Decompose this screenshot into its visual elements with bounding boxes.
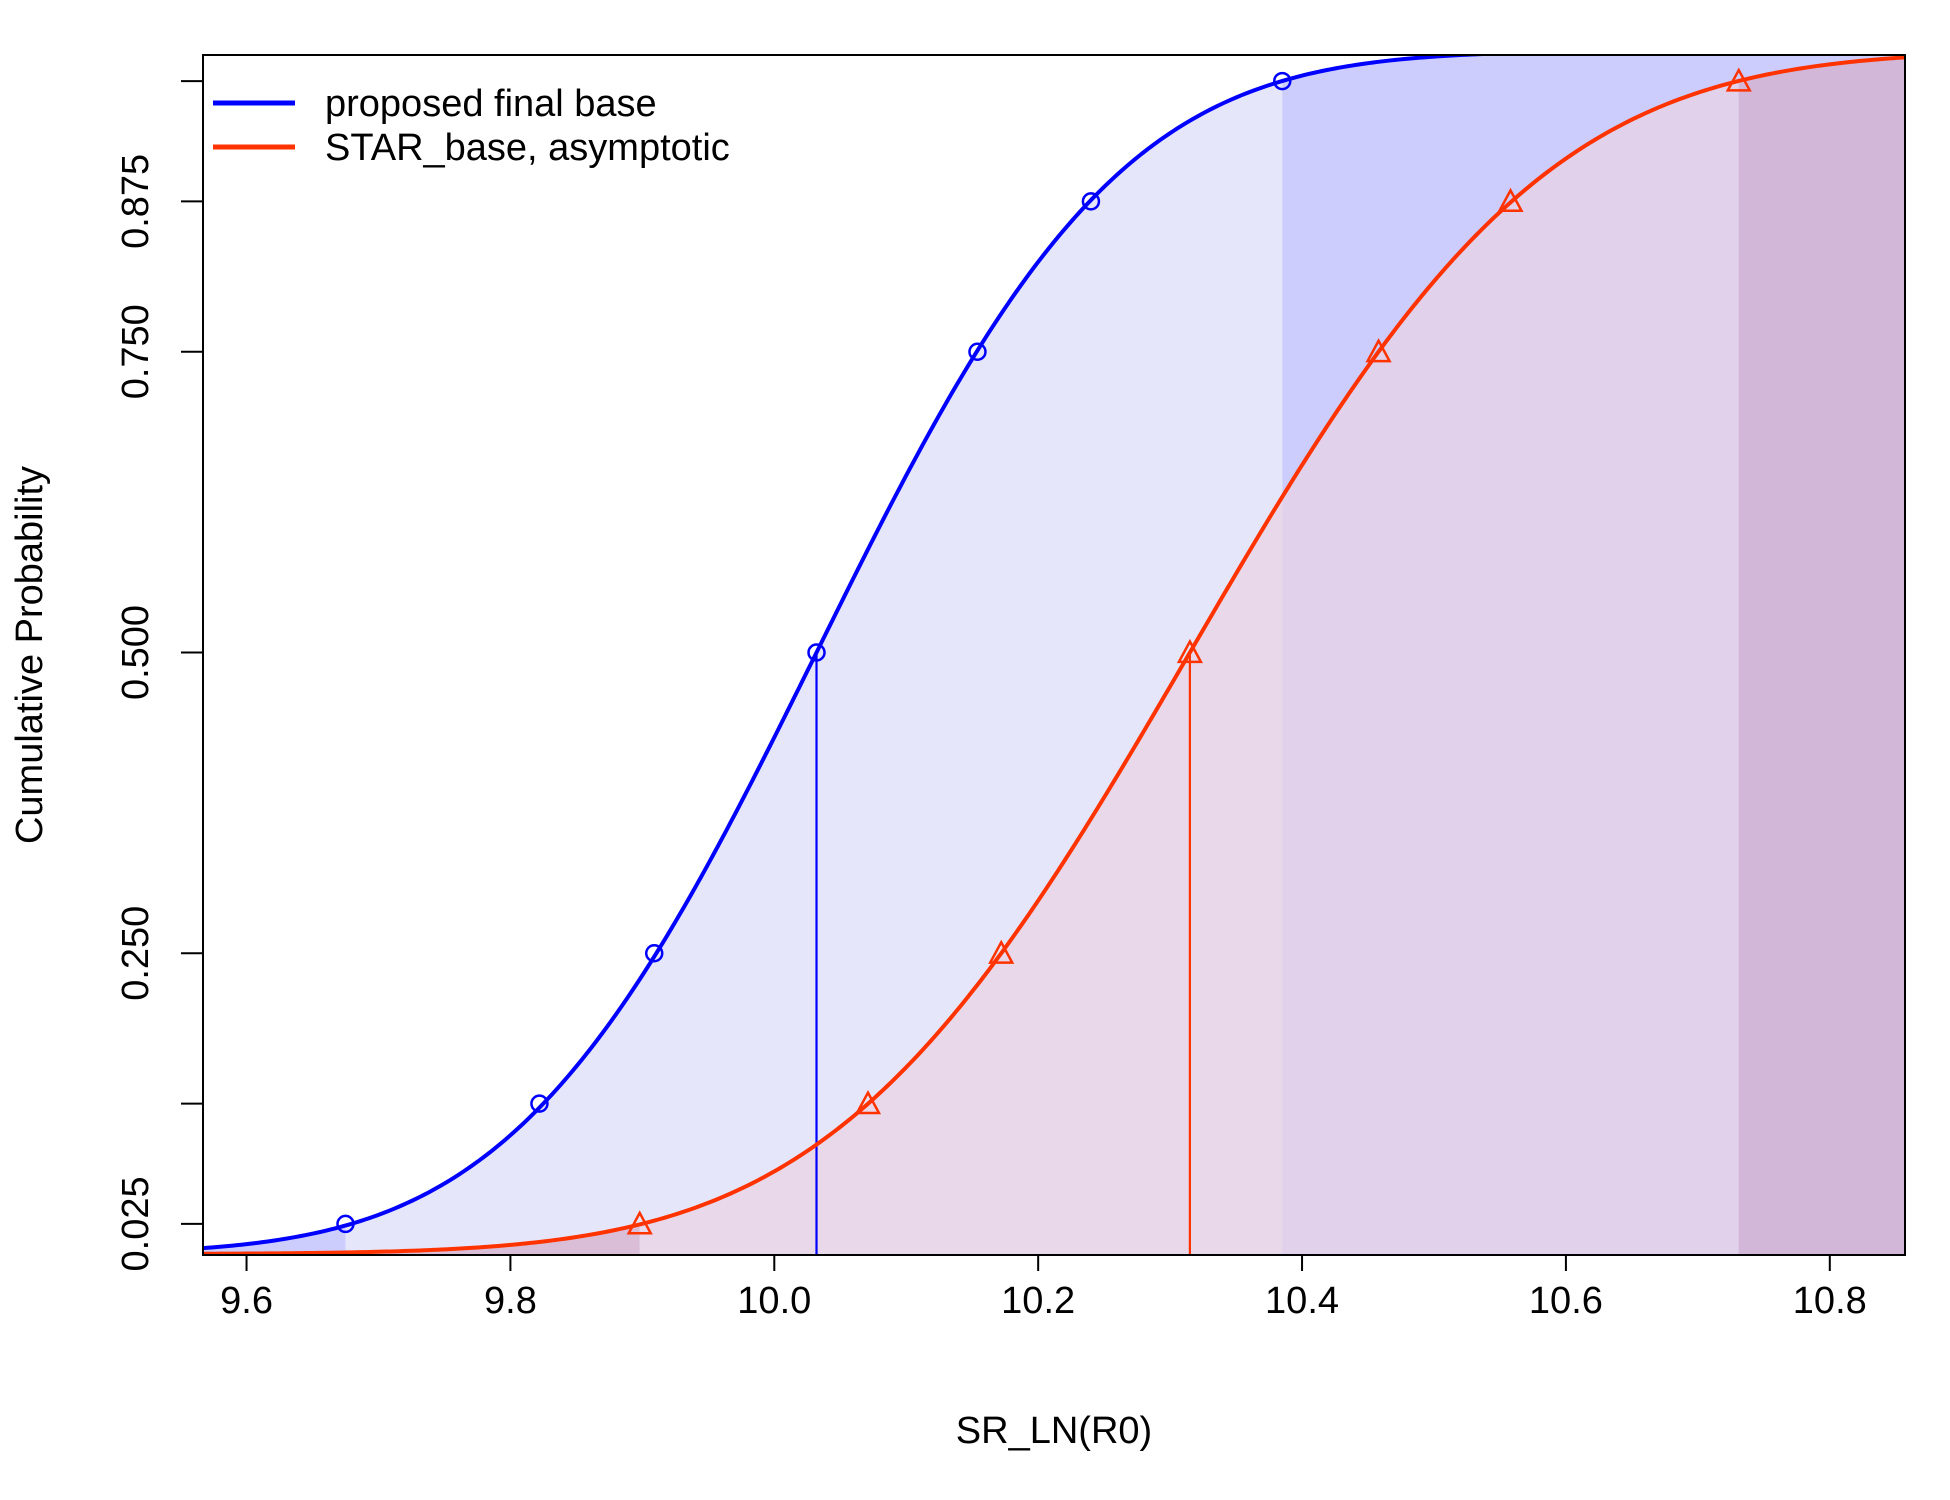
series-2-quantile-point [1365,338,1392,363]
series-1-quantile-point [807,643,826,662]
interval-fills [203,55,1905,1255]
x-tick-label: 10.0 [737,1280,811,1322]
y-tick-label: 0.750 [115,304,157,399]
x-tick-label: 10.4 [1265,1280,1339,1322]
y-tick-label: 0.875 [115,154,157,249]
legend-label: proposed final base [325,83,657,125]
series-2-quantile-point [854,1090,882,1115]
y-tick-label: 0.025 [115,1176,157,1271]
y-tick-label: 0.500 [115,605,157,700]
y-axis: 0.025 0.250 0.500 0.750 0.875 [115,80,204,1271]
x-axis-label: SR_LN(R0) [956,1410,1152,1452]
series-2-quantile-point [626,1210,653,1235]
series-2-fill-lower-tail [203,1224,640,1255]
x-tick-label: 9.6 [220,1280,273,1322]
x-tick-label: 10.8 [1793,1280,1867,1322]
series-1-quantile-point [336,1214,355,1234]
series-1-fill-lower-tail [203,1225,346,1255]
series-1-quantile-point [530,1094,549,1113]
x-tick-label: 9.8 [484,1280,537,1322]
series-1-quantile-point [644,944,664,963]
series-1-cdf-line [203,55,1514,1251]
series-2-fill-upper-tail [1738,57,1905,1255]
x-axis: 9.6 9.8 10.0 10.2 10.4 10.6 10.8 [220,1254,1867,1322]
quantile-markers [336,67,1752,1235]
series-1-quantile-point [968,342,987,361]
y-axis-label: Cumulative Probability [9,466,51,844]
series-1-quantile-point [1081,192,1101,211]
series-2-quantile-point [988,939,1015,964]
y-tick-label: 0.250 [115,906,157,1001]
legend-label: STAR_base, asymptotic [325,127,730,169]
cdf-lines [203,55,1905,1255]
series-1-quantile-point [1273,71,1292,91]
x-tick-label: 10.2 [1001,1280,1075,1322]
series-2-cdf-line [203,55,1905,1255]
series-2-quantile-point [1497,187,1524,212]
series-2-quantile-point [1176,638,1203,664]
series-2-quantile-point [1725,67,1752,92]
x-tick-label: 10.6 [1529,1280,1603,1322]
